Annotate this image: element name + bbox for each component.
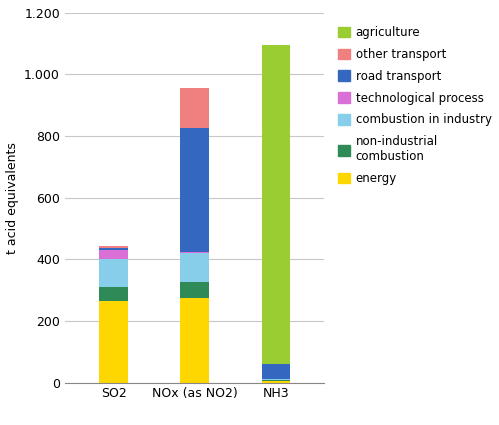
Bar <box>99 249 128 250</box>
Bar <box>99 301 128 382</box>
Bar <box>261 380 290 381</box>
Bar <box>99 250 128 259</box>
Bar <box>261 381 290 382</box>
Bar <box>181 252 209 253</box>
Bar <box>99 259 128 287</box>
Bar <box>181 128 209 252</box>
Bar <box>99 287 128 301</box>
Legend: agriculture, other transport, road transport, technological process, combustion : agriculture, other transport, road trans… <box>338 26 492 185</box>
Bar <box>181 88 209 128</box>
Bar <box>261 364 290 380</box>
Bar <box>181 282 209 298</box>
Bar <box>261 45 290 364</box>
Bar <box>181 298 209 382</box>
Bar <box>181 253 209 282</box>
Bar <box>99 246 128 249</box>
Y-axis label: t acid equivalents: t acid equivalents <box>5 142 18 254</box>
